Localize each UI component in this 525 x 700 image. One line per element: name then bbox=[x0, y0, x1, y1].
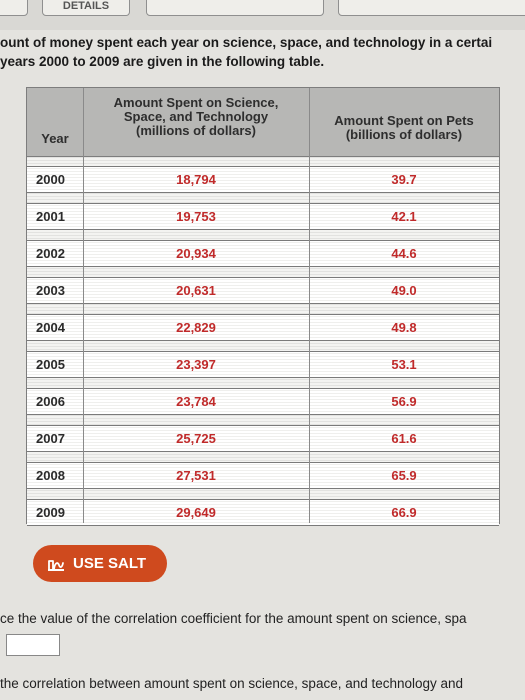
tab-previous-answers[interactable] bbox=[146, 0, 324, 16]
cell-year: 2001 bbox=[36, 209, 65, 224]
cell-science: 23,397 bbox=[176, 357, 216, 372]
cell-year: 2005 bbox=[36, 357, 65, 372]
cell-science: 20,631 bbox=[176, 283, 216, 298]
table-row: 2007 25,725 61.6 bbox=[27, 425, 499, 452]
cell-science: 19,753 bbox=[176, 209, 216, 224]
table-row: 2004 22,829 49.8 bbox=[27, 314, 499, 341]
table-row: 2009 29,649 66.9 bbox=[27, 499, 499, 526]
cell-pets: 65.9 bbox=[391, 468, 417, 483]
header-year: Year bbox=[41, 131, 69, 146]
cell-pets: 44.6 bbox=[391, 246, 417, 261]
cell-pets: 53.1 bbox=[391, 357, 417, 372]
cell-science: 27,531 bbox=[176, 468, 216, 483]
cell-science: 23,784 bbox=[176, 394, 216, 409]
use-salt-label: USE SALT bbox=[73, 555, 147, 572]
cell-pets: 49.0 bbox=[391, 283, 417, 298]
cell-pets: 39.7 bbox=[391, 172, 417, 187]
cell-year: 2007 bbox=[36, 431, 65, 446]
table-row: 2000 18,794 39.7 bbox=[27, 166, 499, 193]
cell-pets: 56.9 bbox=[391, 394, 417, 409]
cell-pets: 49.8 bbox=[391, 320, 417, 335]
use-salt-button[interactable]: USE SALT bbox=[33, 545, 167, 582]
cell-year: 2000 bbox=[36, 172, 65, 187]
cell-science: 20,934 bbox=[176, 246, 216, 261]
table-row: 2003 20,631 49.0 bbox=[27, 277, 499, 304]
cell-year: 2008 bbox=[36, 468, 65, 483]
table-row: 2001 19,753 42.1 bbox=[27, 203, 499, 230]
cell-pets: 42.1 bbox=[391, 209, 417, 224]
cell-science: 18,794 bbox=[176, 172, 216, 187]
intro-line-2: years 2000 to 2009 are given in the foll… bbox=[0, 54, 325, 69]
table-header: Year Amount Spent on Science, Space, and… bbox=[27, 88, 499, 157]
correlation-answer-input[interactable] bbox=[6, 634, 60, 656]
column-divider bbox=[83, 88, 84, 523]
problem-intro: ount of money spent each year on science… bbox=[0, 33, 525, 71]
cell-year: 2002 bbox=[36, 246, 65, 261]
cell-science: 22,829 bbox=[176, 320, 216, 335]
tab-details[interactable]: DETAILS bbox=[42, 0, 130, 16]
column-divider bbox=[309, 88, 310, 523]
header-pets: Amount Spent on Pets (billions of dollar… bbox=[334, 113, 474, 142]
salt-chart-icon bbox=[48, 559, 64, 571]
table-row: 2002 20,934 44.6 bbox=[27, 240, 499, 267]
question-correlation-description: the correlation between amount spent on … bbox=[0, 676, 464, 691]
header-science: Amount Spent on Science, Space, and Tech… bbox=[113, 95, 279, 138]
cell-science: 25,725 bbox=[176, 431, 216, 446]
data-table: Year Amount Spent on Science, Space, and… bbox=[26, 87, 500, 526]
tab-previous[interactable] bbox=[0, 0, 28, 16]
tab-label: DETAILS bbox=[62, 0, 110, 12]
cell-pets: 61.6 bbox=[391, 431, 417, 446]
cell-pets: 66.9 bbox=[391, 505, 417, 520]
question-correlation-value: ce the value of the correlation coeffici… bbox=[0, 611, 467, 626]
tab-textbook[interactable] bbox=[338, 0, 525, 16]
cell-year: 2009 bbox=[36, 505, 65, 520]
cell-year: 2006 bbox=[36, 394, 65, 409]
table-row: 2006 23,784 56.9 bbox=[27, 388, 499, 415]
cell-year: 2003 bbox=[36, 283, 65, 298]
top-toolbar: DETAILS bbox=[0, 0, 525, 30]
cell-year: 2004 bbox=[36, 320, 65, 335]
table-row: 2008 27,531 65.9 bbox=[27, 462, 499, 489]
cell-science: 29,649 bbox=[176, 505, 216, 520]
intro-line-1: ount of money spent each year on science… bbox=[0, 35, 493, 50]
table-row: 2005 23,397 53.1 bbox=[27, 351, 499, 378]
